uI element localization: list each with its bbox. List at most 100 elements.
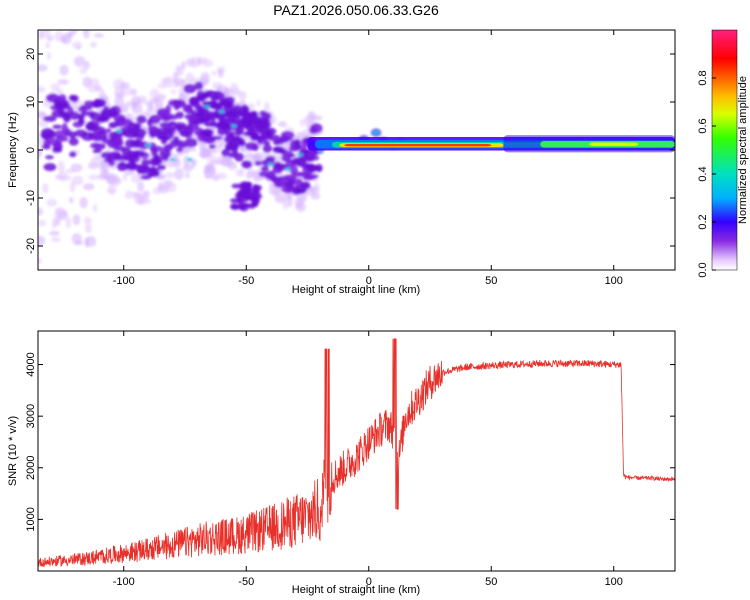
spectrogram-blob <box>120 130 129 137</box>
spectrogram-blob <box>228 117 236 123</box>
spectrogram-blob <box>57 160 65 173</box>
spectrogram-blob <box>203 171 215 178</box>
spectrogram-blob <box>83 216 93 225</box>
snr-frame <box>37 330 676 572</box>
colorbar-tick-label: 0.2 <box>697 214 709 229</box>
spectrogram-blob <box>284 167 291 171</box>
spectrogram-blob <box>226 111 235 117</box>
snr-ytick-label: 3000 <box>25 404 37 428</box>
spectrogram-blob <box>57 23 67 27</box>
spectrogram-blob <box>131 96 141 106</box>
spectrogram-blob <box>110 138 124 147</box>
spectrogram-blob <box>182 164 193 172</box>
spectrogram-blob <box>204 105 211 109</box>
spectrogram-blob <box>149 130 157 139</box>
spectrogram-blob <box>208 144 216 149</box>
spectrogram-blob <box>249 133 259 142</box>
spectrogram-blob <box>301 129 310 137</box>
spectrogram-blob <box>209 95 221 101</box>
spectrogram-blob <box>249 169 257 178</box>
spectrogram-blob <box>82 76 92 88</box>
snr-ylabel: SNR (10 * v/v) <box>7 416 19 486</box>
spectrogram-blob <box>217 68 224 79</box>
colorbar: 0.0 0.2 0.4 0.6 0.8 Normalized spectral ampl… <box>697 29 749 278</box>
spectrogram-blob <box>251 143 260 152</box>
colorbar-gradient <box>712 30 737 270</box>
spectrogram-blob <box>93 33 104 38</box>
spectrogram-blob <box>88 174 99 181</box>
spectrogram-blob <box>80 110 89 116</box>
spectrogram-blob <box>301 196 307 202</box>
spectrogram-blob <box>300 181 311 187</box>
spectrogram-blob <box>83 183 95 191</box>
spectrogram-blob <box>169 158 176 162</box>
spectrogram-blob <box>119 82 131 89</box>
spectrogram-xtick-label: -50 <box>238 275 254 287</box>
spectrogram-blob <box>49 230 60 236</box>
spectrogram-blob <box>159 149 172 158</box>
spectrogram-blob <box>228 133 236 143</box>
spectrogram-blob <box>240 145 246 150</box>
spectrogram-blob <box>242 162 251 167</box>
spectrogram-blob <box>179 130 190 137</box>
spectrogram-blob <box>43 163 57 172</box>
spectrogram-blob <box>172 122 187 129</box>
spectrogram-blob <box>295 201 306 212</box>
spectrogram-blob <box>157 82 167 89</box>
spectrogram-blob <box>45 0 55 8</box>
colorbar-tick-label: 0.0 <box>697 262 709 277</box>
spectrogram-blob <box>307 150 315 157</box>
spectrogram-blob <box>267 162 274 166</box>
spectrogram-blob <box>149 88 160 99</box>
spectrogram-blob <box>70 95 79 103</box>
snr-ytick-label: 4000 <box>25 352 37 376</box>
spectrogram-blob <box>131 191 140 196</box>
spectrogram-blob <box>210 112 221 118</box>
spectrogram-blob <box>310 123 323 134</box>
spectrogram-blob <box>239 182 246 191</box>
spectrogram-ytick-label: -10 <box>25 190 37 206</box>
spectrogram-blob <box>45 155 54 160</box>
spectrogram-blob <box>140 175 152 180</box>
spectrogram-blob <box>127 150 141 158</box>
spectrogram-blob <box>113 114 126 122</box>
spectrogram-blob <box>113 146 128 152</box>
spectrogram-blob <box>165 105 172 114</box>
spectrogram-blob <box>41 127 54 138</box>
spectrogram-blob <box>54 30 64 42</box>
spectrogram-blob <box>103 105 110 111</box>
spectrogram-blob <box>94 12 100 21</box>
colorbar-tick-label: 0.8 <box>697 70 709 85</box>
spectrogram-blob <box>202 59 214 68</box>
spectrogram-blob <box>45 42 50 49</box>
spectrogram-blob <box>279 148 288 156</box>
spectrogram-blob <box>59 10 71 19</box>
spectrogram-blob <box>194 81 204 91</box>
spectrogram-blob <box>226 101 235 107</box>
spectrogram-blob <box>253 152 262 164</box>
spectrogram-blob <box>61 123 68 133</box>
spectrogram-blob <box>159 122 173 128</box>
spectrogram-blob <box>197 57 202 67</box>
snr-ticks: -100 -50 0 50 100 1000 2000 3000 4000 <box>25 331 675 588</box>
spectrogram-blob <box>262 144 273 153</box>
spectrogram-blob <box>90 142 101 149</box>
spectrogram-blob <box>186 158 193 162</box>
spectrogram-blob <box>297 162 310 168</box>
spectrogram-blob <box>242 119 251 128</box>
spectrogram-blob <box>149 97 160 103</box>
spectrogram-blob <box>46 51 52 60</box>
spectrogram-blob <box>101 116 110 122</box>
spectrogram-blob <box>127 122 139 131</box>
spectrogram-blob <box>235 168 242 177</box>
spectrogram-blob <box>83 60 90 70</box>
spectrogram-blob <box>255 126 264 132</box>
spectrogram-blob <box>210 119 217 128</box>
spectrogram-blob <box>88 77 100 88</box>
spectrogram-blob <box>231 124 237 128</box>
spectrogram-blob <box>48 21 53 29</box>
spectrogram-blob <box>296 188 307 194</box>
spectrogram-blob <box>231 148 239 154</box>
spectrogram-band-segment <box>344 144 492 147</box>
spectrogram-blob <box>185 171 190 179</box>
